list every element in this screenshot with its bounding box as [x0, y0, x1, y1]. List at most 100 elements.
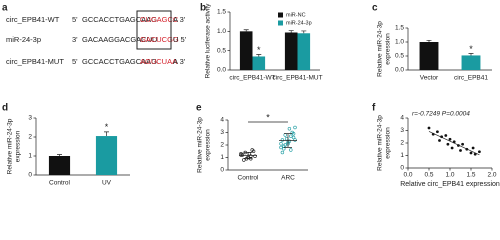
error-bar — [288, 30, 294, 33]
bar — [284, 32, 298, 70]
point — [461, 142, 464, 146]
sequence: GACAAGGACGACUU — [82, 35, 157, 44]
y-tick-label: 3 — [220, 129, 224, 136]
error-bar — [256, 54, 262, 57]
panel-c: c 0.0 0.5 1.0 1.5 Relative miR-24-3p expressio… — [372, 3, 492, 82]
y-axis-label: expression — [15, 130, 22, 162]
end-right: U 5' — [173, 35, 187, 44]
x-tick-label: 2.0 — [487, 172, 496, 179]
point — [444, 134, 448, 137]
error-bar — [301, 30, 307, 34]
point — [249, 154, 253, 158]
point — [242, 158, 246, 162]
y-tick-label: 0 — [220, 167, 224, 174]
point — [239, 153, 243, 157]
x-tick-label: ARC — [281, 175, 295, 182]
significance: * — [469, 44, 473, 54]
bar — [48, 156, 71, 175]
x-tick-label: Control — [238, 175, 260, 182]
panel-d: d 0 1 2 3 Relative miR-24-3p expression Control… — [2, 103, 130, 187]
y-tick-label: 3 — [400, 127, 404, 134]
bar — [297, 33, 311, 70]
point — [471, 146, 475, 150]
sequence: GCCACCTGAGCAAG — [82, 15, 157, 24]
point — [289, 148, 293, 152]
point — [287, 127, 292, 131]
point — [289, 134, 293, 138]
y-tick-label: 1.0 — [395, 39, 404, 46]
error-bar — [468, 53, 474, 56]
x-tick-label: 1.0 — [445, 172, 454, 179]
point — [446, 142, 450, 146]
point — [473, 152, 477, 156]
panel-label: e — [196, 103, 202, 114]
error-bar — [243, 29, 249, 32]
sequence: GCCACCTGAGCAAG — [82, 57, 157, 66]
y-axis-label: Relative miR-24-3p — [7, 118, 14, 174]
x-tick-label: 0.0 — [403, 172, 412, 179]
panel-f: f 0 1 2 3 4 Relative miR-24-3p expression 0.0 0.5… — [372, 103, 500, 188]
panel-label: b — [200, 3, 206, 14]
fit-line — [428, 131, 480, 156]
sd-whisker — [284, 133, 292, 148]
panel-label: f — [372, 103, 376, 114]
point — [427, 126, 431, 130]
y-axis-label: expression — [385, 33, 392, 65]
y-tick-label: 1 — [400, 152, 404, 159]
legend-swatch — [278, 20, 283, 26]
y-tick-label: 0 — [400, 165, 404, 172]
x-tick-label: Vector — [420, 75, 439, 82]
point — [284, 137, 289, 141]
x-tick-label: circ_EPB41 — [454, 75, 488, 82]
panel-b: b 0.0 0.5 1.0 1.5 Relative luciferase activit… — [200, 3, 323, 82]
panel-e: e 0 1 2 3 4 Relative miR-24-3p expression Contro… — [196, 103, 308, 182]
y-axis-label: Relative luciferase activity — [205, 3, 212, 79]
sd-whisker — [244, 152, 252, 159]
point — [282, 147, 286, 151]
y-axis-label: expression — [205, 129, 212, 161]
point — [253, 154, 257, 158]
point — [478, 150, 481, 154]
x-tick-label: 1.5 — [466, 172, 475, 179]
y-tick-label: 4 — [400, 115, 404, 122]
site-box — [136, 10, 172, 50]
y-tick-label: 0.0 — [217, 67, 226, 74]
y-tick-label: 2 — [220, 142, 224, 149]
x-tick-label: circ_EPB41-WT — [229, 75, 275, 82]
point — [291, 135, 296, 140]
point — [469, 151, 473, 155]
point — [459, 149, 462, 152]
legend-label: miR-NC — [286, 12, 306, 18]
panel-a: a circ_EPB41-WT 5' GCCACCTGAGCAAG CUGAGC… — [2, 3, 187, 66]
legend-swatch — [278, 12, 283, 18]
y-tick-label: 1.0 — [217, 28, 226, 35]
point — [448, 137, 452, 141]
bar — [419, 42, 439, 70]
y-axis-label: Relative miR-24-3p — [197, 117, 204, 173]
legend-label: miR-24-3p — [286, 20, 312, 26]
end-left: 3' — [72, 35, 78, 44]
end-right: A 3' — [173, 15, 186, 24]
y-tick-label: 3 — [28, 115, 32, 122]
y-tick-label: 2 — [400, 140, 404, 147]
end-left: 5' — [72, 57, 78, 66]
point — [279, 145, 283, 150]
annotation: r=-0.7249 P=0.0004 — [412, 111, 470, 118]
y-axis-label: Relative miR-24-3p — [377, 115, 384, 171]
site: GACUCGG — [140, 35, 179, 44]
bar — [95, 136, 118, 175]
x-axis-label: Relative circ_EPB41 expression — [400, 181, 500, 188]
point — [291, 132, 296, 136]
y-tick-label: 1.5 — [217, 9, 226, 16]
bar — [252, 56, 266, 70]
point — [283, 133, 287, 137]
point — [279, 142, 283, 146]
point — [280, 138, 285, 142]
row-name: miR-24-3p — [6, 35, 41, 44]
panel-label: d — [2, 103, 8, 114]
point — [250, 148, 254, 152]
panel-label: a — [2, 3, 8, 14]
x-tick-label: UV — [102, 180, 112, 187]
y-tick-label: 1.5 — [395, 25, 404, 32]
point — [283, 143, 287, 147]
